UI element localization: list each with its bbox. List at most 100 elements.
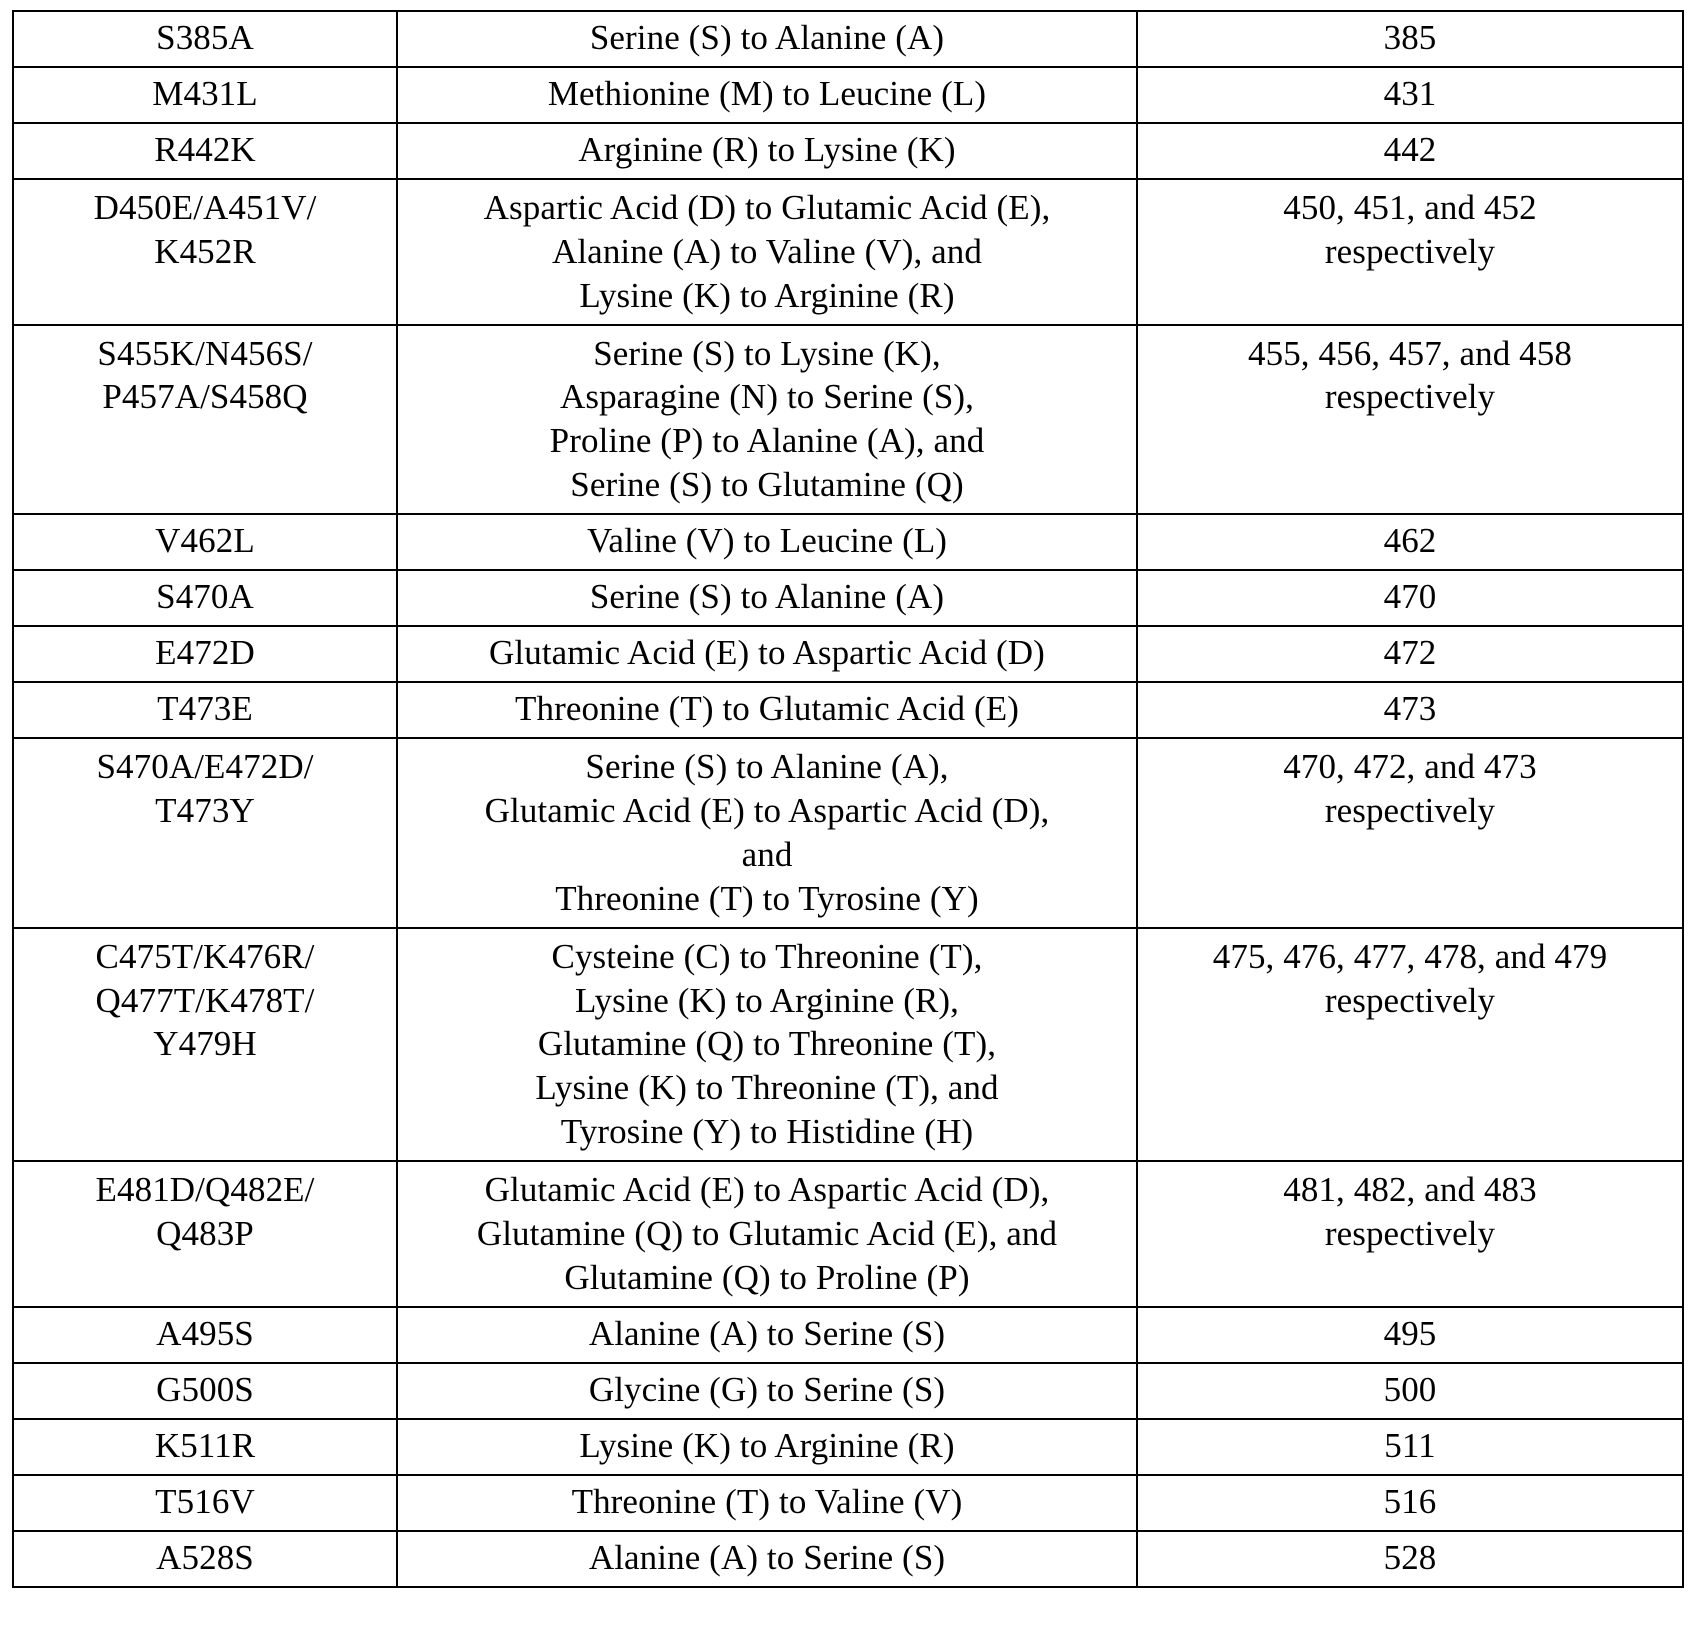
- table-row: S385ASerine (S) to Alanine (A)385: [13, 11, 1683, 67]
- substitution-cell: Aspartic Acid (D) to Glutamic Acid (E),A…: [397, 179, 1137, 325]
- position-cell: 473: [1137, 682, 1683, 738]
- position-cell-line: 481, 482, and 483: [1142, 1168, 1678, 1212]
- position-cell: 470: [1137, 570, 1683, 626]
- substitution-cell-line: and: [402, 833, 1132, 877]
- position-cell-line: 528: [1142, 1536, 1678, 1580]
- substitution-cell: Serine (S) to Alanine (A),Glutamic Acid …: [397, 738, 1137, 928]
- substitution-cell: Methionine (M) to Leucine (L): [397, 67, 1137, 123]
- substitution-cell-line: Threonine (T) to Glutamic Acid (E): [402, 687, 1132, 731]
- position-cell-line: 516: [1142, 1480, 1678, 1524]
- position-cell: 511: [1137, 1419, 1683, 1475]
- position-cell: 442: [1137, 123, 1683, 179]
- substitution-cell-line: Glutamic Acid (E) to Aspartic Acid (D),: [402, 789, 1132, 833]
- position-cell-line: 500: [1142, 1368, 1678, 1412]
- substitution-cell-line: Threonine (T) to Tyrosine (Y): [402, 877, 1132, 921]
- mutation-cell: T473E: [13, 682, 397, 738]
- table-row: E481D/Q482E/Q483PGlutamic Acid (E) to As…: [13, 1161, 1683, 1307]
- position-cell-line: respectively: [1142, 375, 1678, 419]
- substitution-cell: Threonine (T) to Glutamic Acid (E): [397, 682, 1137, 738]
- position-cell: 450, 451, and 452respectively: [1137, 179, 1683, 325]
- position-cell: 385: [1137, 11, 1683, 67]
- mutation-cell-line: T473Y: [18, 789, 392, 833]
- mutation-cell: S455K/N456S/P457A/S458Q: [13, 325, 397, 515]
- mutation-cell-line: Y479H: [18, 1022, 392, 1066]
- position-cell: 481, 482, and 483respectively: [1137, 1161, 1683, 1307]
- table-row: R442KArginine (R) to Lysine (K)442: [13, 123, 1683, 179]
- mutation-cell-line: Q477T/K478T/: [18, 979, 392, 1023]
- substitution-cell-line: Alanine (A) to Serine (S): [402, 1536, 1132, 1580]
- mutation-cell-line: E481D/Q482E/: [18, 1168, 392, 1212]
- substitution-cell-line: Serine (S) to Alanine (A),: [402, 745, 1132, 789]
- position-cell-line: 472: [1142, 631, 1678, 675]
- substitution-cell-line: Glutamine (Q) to Proline (P): [402, 1256, 1132, 1300]
- position-cell-line: 473: [1142, 687, 1678, 731]
- mutation-cell-line: K511R: [18, 1424, 392, 1468]
- table-row: S470A/E472D/T473YSerine (S) to Alanine (…: [13, 738, 1683, 928]
- table-row: S470ASerine (S) to Alanine (A)470: [13, 570, 1683, 626]
- substitution-cell-line: Cysteine (C) to Threonine (T),: [402, 935, 1132, 979]
- mutation-cell: V462L: [13, 514, 397, 570]
- position-cell-line: 511: [1142, 1424, 1678, 1468]
- position-cell: 455, 456, 457, and 458respectively: [1137, 325, 1683, 515]
- substitution-cell: Glycine (G) to Serine (S): [397, 1363, 1137, 1419]
- position-cell-line: 450, 451, and 452: [1142, 186, 1678, 230]
- mutation-cell: S470A: [13, 570, 397, 626]
- mutation-cell-line: S470A/E472D/: [18, 745, 392, 789]
- mutation-cell: D450E/A451V/K452R: [13, 179, 397, 325]
- mutation-cell-line: D450E/A451V/: [18, 186, 392, 230]
- mutation-table: S385ASerine (S) to Alanine (A)385 M431LMe…: [12, 10, 1684, 1588]
- mutation-cell-line: T473E: [18, 687, 392, 731]
- mutation-cell-line: K452R: [18, 230, 392, 274]
- substitution-cell-line: Tyrosine (Y) to Histidine (H): [402, 1110, 1132, 1154]
- position-cell-line: 455, 456, 457, and 458: [1142, 332, 1678, 376]
- mutation-cell-line: A528S: [18, 1536, 392, 1580]
- position-cell-line: 462: [1142, 519, 1678, 563]
- table-row: A528SAlanine (A) to Serine (S)528: [13, 1531, 1683, 1587]
- mutation-cell-line: M431L: [18, 72, 392, 116]
- substitution-cell-line: Asparagine (N) to Serine (S),: [402, 375, 1132, 419]
- substitution-cell-line: Lysine (K) to Arginine (R),: [402, 979, 1132, 1023]
- table-row: C475T/K476R/Q477T/K478T/Y479HCysteine (C…: [13, 928, 1683, 1162]
- substitution-cell-line: Alanine (A) to Valine (V), and: [402, 230, 1132, 274]
- table-row: V462LValine (V) to Leucine (L)462: [13, 514, 1683, 570]
- position-cell: 462: [1137, 514, 1683, 570]
- table-row: D450E/A451V/K452RAspartic Acid (D) to Gl…: [13, 179, 1683, 325]
- position-cell-line: 495: [1142, 1312, 1678, 1356]
- substitution-cell: Lysine (K) to Arginine (R): [397, 1419, 1137, 1475]
- mutation-cell-line: C475T/K476R/: [18, 935, 392, 979]
- position-cell-line: respectively: [1142, 230, 1678, 274]
- substitution-cell-line: Lysine (K) to Threonine (T), and: [402, 1066, 1132, 1110]
- table-row: S455K/N456S/P457A/S458QSerine (S) to Lys…: [13, 325, 1683, 515]
- position-cell: 431: [1137, 67, 1683, 123]
- substitution-cell-line: Lysine (K) to Arginine (R): [402, 1424, 1132, 1468]
- position-cell: 500: [1137, 1363, 1683, 1419]
- mutation-cell-line: R442K: [18, 128, 392, 172]
- substitution-cell: Cysteine (C) to Threonine (T),Lysine (K)…: [397, 928, 1137, 1162]
- substitution-cell-line: Serine (S) to Alanine (A): [402, 575, 1132, 619]
- substitution-cell: Serine (S) to Alanine (A): [397, 570, 1137, 626]
- position-cell-line: 431: [1142, 72, 1678, 116]
- position-cell: 472: [1137, 626, 1683, 682]
- position-cell: 475, 476, 477, 478, and 479respectively: [1137, 928, 1683, 1162]
- position-cell-line: 475, 476, 477, 478, and 479: [1142, 935, 1678, 979]
- mutation-cell: S470A/E472D/T473Y: [13, 738, 397, 928]
- position-cell-line: respectively: [1142, 979, 1678, 1023]
- mutation-cell-line: E472D: [18, 631, 392, 675]
- mutation-cell-line: S470A: [18, 575, 392, 619]
- mutation-cell: E472D: [13, 626, 397, 682]
- table-row: G500SGlycine (G) to Serine (S)500: [13, 1363, 1683, 1419]
- table-body: S385ASerine (S) to Alanine (A)385 M431LMe…: [13, 11, 1683, 1587]
- substitution-cell: Alanine (A) to Serine (S): [397, 1307, 1137, 1363]
- mutation-cell: G500S: [13, 1363, 397, 1419]
- table-row: K511RLysine (K) to Arginine (R)511: [13, 1419, 1683, 1475]
- mutation-cell-line: V462L: [18, 519, 392, 563]
- substitution-cell-line: Valine (V) to Leucine (L): [402, 519, 1132, 563]
- table-row: T473EThreonine (T) to Glutamic Acid (E)4…: [13, 682, 1683, 738]
- substitution-cell-line: Arginine (R) to Lysine (K): [402, 128, 1132, 172]
- position-cell: 495: [1137, 1307, 1683, 1363]
- position-cell-line: respectively: [1142, 789, 1678, 833]
- mutation-cell-line: P457A/S458Q: [18, 375, 392, 419]
- mutation-cell: E481D/Q482E/Q483P: [13, 1161, 397, 1307]
- substitution-cell-line: Threonine (T) to Valine (V): [402, 1480, 1132, 1524]
- position-cell-line: 470, 472, and 473: [1142, 745, 1678, 789]
